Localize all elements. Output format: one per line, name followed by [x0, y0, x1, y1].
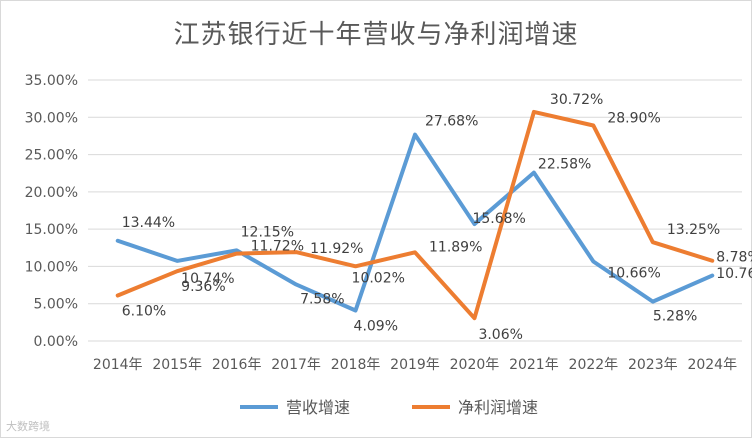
data-label: 13.25% — [667, 222, 720, 238]
chart-title: 江苏银行近十年营收与净利润增速 — [173, 20, 579, 50]
y-tick-label: 25.00% — [25, 148, 78, 164]
data-label: 30.72% — [550, 92, 603, 108]
data-label: 15.68% — [472, 211, 525, 227]
legend-label: 净利润增速 — [458, 398, 538, 417]
x-tick-label: 2018年 — [331, 357, 381, 373]
data-label: 9.36% — [181, 279, 225, 295]
y-tick-label: 35.00% — [25, 73, 78, 89]
y-tick-label: 20.00% — [25, 185, 78, 201]
y-tick-label: 0.00% — [34, 334, 78, 350]
x-tick-label: 2019年 — [390, 357, 440, 373]
data-label: 28.90% — [607, 110, 660, 126]
x-tick-label: 2016年 — [212, 357, 262, 373]
data-label: 10.76% — [716, 266, 752, 282]
series-line-0 — [115, 132, 715, 313]
data-label: 11.89% — [429, 239, 482, 255]
data-label: 6.10% — [122, 304, 166, 320]
x-tick-label: 2024年 — [687, 357, 737, 373]
data-label: 10.74% — [181, 271, 234, 287]
y-tick-label: 30.00% — [25, 110, 78, 126]
y-tick-label: 5.00% — [34, 297, 78, 313]
data-label: 7.58% — [300, 291, 344, 307]
data-label: 13.44% — [122, 215, 175, 231]
data-label: 27.68% — [425, 114, 478, 130]
data-label: 11.92% — [310, 241, 363, 257]
legend-label: 营收增速 — [286, 398, 350, 417]
data-label: 8.78% — [716, 250, 752, 266]
data-label: 4.09% — [354, 319, 398, 335]
data-label: 10.66% — [607, 266, 660, 282]
x-tick-label: 2023年 — [628, 357, 678, 373]
x-tick-label: 2017年 — [271, 357, 321, 373]
data-label: 5.28% — [653, 309, 697, 325]
series-line-1 — [115, 109, 715, 321]
data-label: 3.06% — [478, 327, 522, 343]
data-label: 12.15% — [241, 224, 294, 240]
x-tick-label: 2022年 — [569, 357, 619, 373]
x-tick-label: 2021年 — [509, 357, 559, 373]
data-label: 10.02% — [352, 270, 405, 286]
data-label: 22.58% — [538, 157, 591, 173]
x-tick-label: 2014年 — [93, 357, 143, 373]
watermark-text: 大数跨境 — [6, 420, 50, 433]
data-label: 11.72% — [251, 239, 304, 255]
x-tick-label: 2020年 — [450, 357, 500, 373]
x-tick-label: 2015年 — [152, 357, 202, 373]
y-tick-label: 10.00% — [25, 259, 78, 275]
y-tick-label: 15.00% — [25, 222, 78, 238]
